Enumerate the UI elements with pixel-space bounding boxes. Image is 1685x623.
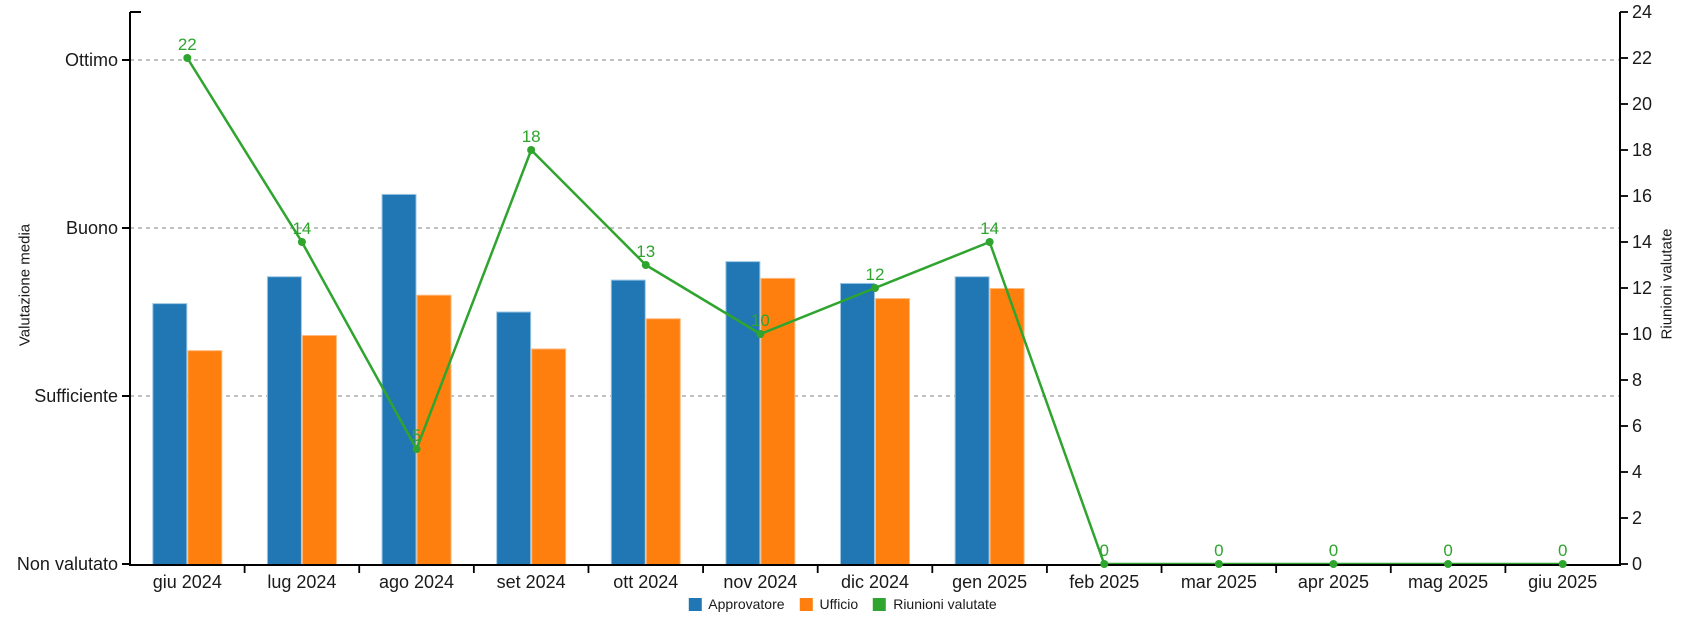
line-point[interactable]	[297, 238, 306, 246]
riunioni-valutate-swatch-icon	[873, 597, 887, 611]
line-point[interactable]	[1329, 560, 1338, 568]
x-tick-label: giu 2024	[153, 572, 222, 592]
line-point[interactable]	[412, 445, 421, 453]
x-tick-label: gen 2025	[952, 572, 1027, 592]
y-tick-label-left: Buono	[66, 218, 118, 238]
y-tick-label-right: 0	[1632, 554, 1642, 574]
x-tick-label: lug 2024	[267, 572, 336, 592]
y-tick-label-right: 2	[1632, 508, 1642, 528]
x-tick-label: ago 2024	[379, 572, 454, 592]
point-label: 13	[636, 242, 655, 261]
y-tick-label-left: Non valutato	[17, 554, 118, 574]
legend-item-approvatore[interactable]: Approvatore	[688, 596, 785, 612]
approvatore-swatch-icon	[688, 597, 702, 611]
bar-approvatore[interactable]	[840, 282, 875, 566]
legend-label: Riunioni valutate	[893, 596, 997, 612]
left-axis-title: Valutazione media	[16, 223, 34, 347]
point-label: 14	[292, 219, 311, 238]
line-point[interactable]	[641, 261, 650, 269]
bar-ufficio[interactable]	[187, 350, 223, 566]
right-axis-title: Riunioni valutate	[1658, 228, 1676, 340]
bar-approvatore[interactable]	[381, 193, 417, 566]
point-label: 0	[1099, 541, 1108, 560]
legend-label: Ufficio	[819, 596, 859, 612]
legend-item-ufficio[interactable]: Ufficio	[799, 596, 859, 612]
x-tick-label: feb 2025	[1069, 572, 1139, 592]
x-tick-label: mag 2025	[1408, 572, 1488, 592]
bar-approvatore[interactable]	[725, 261, 761, 566]
y-tick-label-left: Ottimo	[65, 50, 118, 70]
y-tick-label-right: 10	[1632, 324, 1652, 344]
x-tick-label: set 2024	[497, 572, 566, 592]
y-tick-label-right: 8	[1632, 370, 1642, 390]
y-tick-label-right: 14	[1632, 232, 1652, 252]
y-tick-label-right: 6	[1632, 416, 1642, 436]
point-label: 0	[1443, 541, 1452, 560]
x-tick-label: apr 2025	[1298, 572, 1369, 592]
line-point[interactable]	[527, 146, 536, 154]
bar-approvatore[interactable]	[496, 311, 532, 566]
point-label: 0	[1214, 541, 1223, 560]
x-tick-label: dic 2024	[841, 572, 909, 592]
y-tick-label-right: 20	[1632, 94, 1652, 114]
x-tick-label: nov 2024	[723, 572, 797, 592]
y-tick-label-right: 4	[1632, 462, 1642, 482]
bar-approvatore[interactable]	[954, 276, 990, 566]
x-tick-label: mar 2025	[1181, 572, 1257, 592]
bar-ufficio[interactable]	[531, 348, 567, 566]
point-label: 10	[751, 311, 770, 330]
bar-ufficio[interactable]	[301, 335, 337, 566]
point-label: 14	[980, 219, 999, 238]
bar-ufficio[interactable]	[645, 318, 681, 566]
line-point[interactable]	[1214, 560, 1223, 568]
line-point[interactable]	[1444, 560, 1453, 568]
bar-approvatore[interactable]	[152, 303, 188, 566]
point-label: 22	[178, 35, 197, 54]
x-tick-label: ott 2024	[613, 572, 678, 592]
y-tick-label-right: 18	[1632, 140, 1652, 160]
line-point[interactable]	[985, 238, 994, 246]
y-tick-label-left: Sufficiente	[34, 386, 118, 406]
legend-label: Approvatore	[708, 596, 785, 612]
bar-ufficio[interactable]	[875, 298, 910, 566]
y-tick-label-right: 22	[1632, 48, 1652, 68]
point-label: 5	[412, 426, 421, 445]
bar-approvatore[interactable]	[610, 279, 646, 566]
line-point[interactable]	[1558, 560, 1567, 568]
point-label: 18	[522, 127, 541, 146]
y-tick-label-right: 16	[1632, 186, 1652, 206]
point-label: 0	[1329, 541, 1338, 560]
bar-ufficio[interactable]	[989, 287, 1025, 566]
point-label: 12	[866, 265, 885, 284]
line-point[interactable]	[1100, 560, 1109, 568]
line-point[interactable]	[183, 54, 192, 62]
legend-item-riunioni-valutate[interactable]: Riunioni valutate	[873, 596, 997, 612]
bar-approvatore[interactable]	[266, 276, 302, 566]
y-tick-label-right: 24	[1632, 2, 1652, 22]
line-point[interactable]	[756, 330, 765, 338]
y-tick-label-right: 12	[1632, 278, 1652, 298]
chart-legend: Approvatore Ufficio Riunioni valutate	[688, 596, 997, 612]
ufficio-swatch-icon	[799, 597, 813, 611]
bar-ufficio[interactable]	[416, 294, 452, 566]
x-tick-label: giu 2025	[1528, 572, 1597, 592]
point-label: 0	[1558, 541, 1567, 560]
line-point[interactable]	[871, 284, 879, 292]
